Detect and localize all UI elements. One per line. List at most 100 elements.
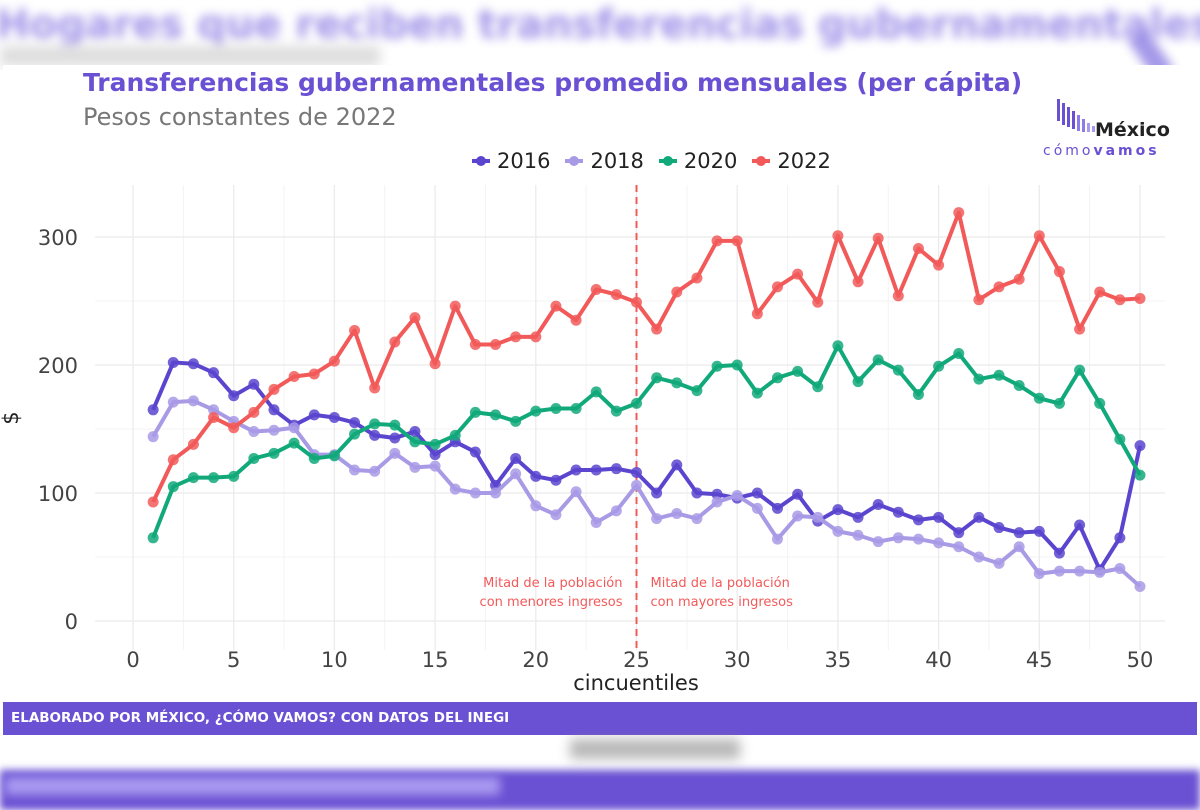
data-point-2016 [409,426,421,438]
data-point-2018 [1114,563,1126,575]
data-point-2022 [973,294,985,306]
data-point-2016 [349,417,361,429]
data-point-2016 [872,499,884,511]
data-point-2016 [1053,547,1065,559]
data-point-2016 [570,464,582,476]
legend-label: 2020 [683,149,738,173]
data-point-2018 [449,483,461,495]
data-point-2018 [1013,541,1025,553]
data-point-2018 [731,490,743,502]
data-point-2022 [187,438,199,450]
data-point-2018 [610,505,622,517]
data-point-2016 [671,459,683,471]
data-point-2016 [550,474,562,486]
data-point-2016 [771,502,783,514]
data-point-2018 [490,487,502,499]
logo-text-como-vamos: cómovamos [1043,143,1160,159]
data-point-2016 [590,464,602,476]
data-point-2022 [651,323,663,335]
data-point-2020 [933,360,945,372]
data-point-2022 [771,281,783,293]
data-point-2020 [349,428,361,440]
data-point-2016 [953,527,965,539]
data-point-2022 [792,268,804,280]
data-point-2016 [651,487,663,499]
data-point-2018 [268,424,280,436]
data-point-2022 [349,324,361,336]
data-point-2022 [228,422,240,434]
data-point-2016 [1033,525,1045,537]
data-point-2022 [147,496,159,508]
data-point-2022 [208,411,220,423]
legend-line-point-icon [658,156,677,166]
data-point-2018 [288,422,300,434]
source-footer: ELABORADO POR MÉXICO, ¿CÓMO VAMOS? CON D… [3,702,1197,735]
data-point-2022 [288,371,300,383]
data-point-2020 [469,406,481,418]
data-point-2022 [429,358,441,370]
data-point-2018 [993,557,1005,569]
data-point-2020 [248,452,260,464]
legend-line-point-icon [752,156,771,166]
data-point-2016 [308,409,320,421]
data-point-2020 [610,405,622,417]
data-point-2020 [812,381,824,393]
annotation-line2: con menores ingresos [480,595,623,610]
y-tick-label: 100 [38,482,78,506]
data-point-2020 [691,385,703,397]
data-point-2020 [328,450,340,462]
data-point-2020 [208,472,220,484]
data-point-2022 [308,368,320,380]
data-point-2022 [409,312,421,324]
data-point-2022 [711,235,723,247]
data-point-2022 [1094,286,1106,298]
data-point-2022 [1074,323,1086,335]
data-point-2018 [832,525,844,537]
x-tick-label: 25 [623,648,650,672]
data-point-2018 [389,447,401,459]
legend-line-point-icon [472,156,490,166]
data-point-2022 [953,207,965,219]
data-point-2022 [369,382,381,394]
data-point-2018 [349,464,361,476]
data-point-2016 [993,522,1005,534]
legend-label: 2022 [777,149,831,173]
x-tick-label: 10 [321,648,348,672]
data-point-2018 [631,479,642,491]
chart-card: Transferencias gubernamentales promedio … [3,65,1197,702]
data-point-2020 [953,347,965,359]
data-point-2018 [469,487,481,499]
y-tick-label: 300 [38,226,78,250]
series-line-2022 [151,210,1141,503]
data-point-2022 [328,355,340,367]
data-point-2020 [369,418,381,430]
data-point-2020 [308,452,320,464]
blurred-band-text [5,777,500,795]
data-point-2016 [429,449,441,461]
data-point-2020 [771,372,783,384]
data-point-2020 [389,419,401,431]
data-point-2022 [510,331,522,343]
data-point-2018 [510,468,522,480]
legend-item-2020: 2020 [658,149,737,173]
data-point-2016 [691,487,703,499]
data-point-2016 [248,378,260,390]
data-point-2020 [268,447,280,459]
x-axis-label: cincuentiles [573,671,699,695]
data-point-2016 [147,404,159,416]
x-tick-label: 30 [724,648,751,672]
data-point-2016 [1134,440,1146,452]
data-point-2020 [490,409,502,421]
data-point-2016 [208,367,220,379]
data-point-2022 [872,232,884,244]
data-point-2018 [187,395,199,407]
blurred-background-header: Hogares que reciben transferencias guber… [0,0,1200,70]
data-point-2018 [590,516,602,528]
data-point-2022 [590,283,602,295]
legend-label: 2018 [590,149,644,173]
data-point-2016 [933,511,945,523]
data-point-2022 [469,339,481,351]
data-point-2020 [530,405,542,417]
data-point-2022 [631,296,642,308]
y-tick-label: 200 [38,354,78,378]
